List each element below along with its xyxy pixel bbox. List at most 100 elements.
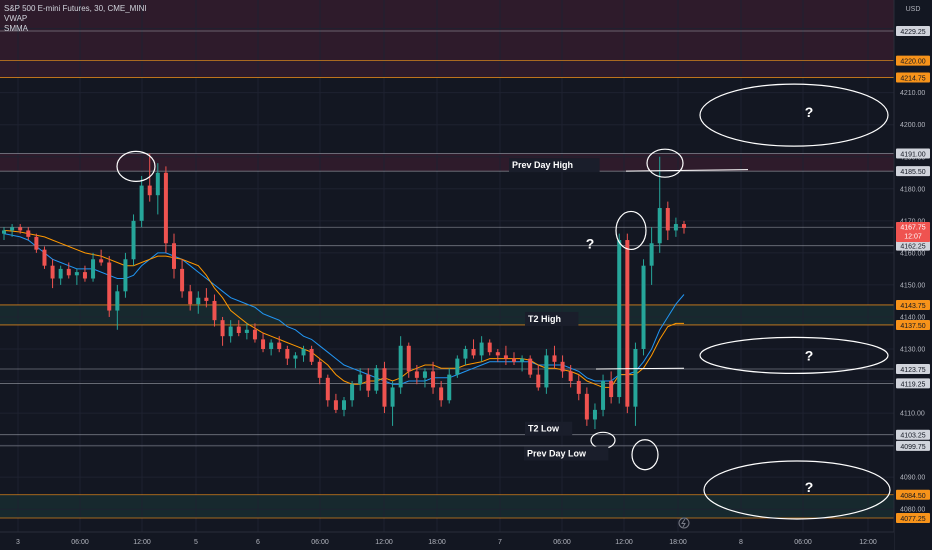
level-price-badge[interactable] bbox=[896, 429, 930, 440]
candle-body[interactable] bbox=[479, 342, 484, 356]
candle-body[interactable] bbox=[382, 368, 387, 407]
candle-body[interactable] bbox=[115, 291, 120, 311]
candle-body[interactable] bbox=[431, 371, 436, 388]
candle-body[interactable] bbox=[358, 374, 363, 385]
candle-body[interactable] bbox=[244, 329, 249, 333]
candle-body[interactable] bbox=[503, 355, 508, 359]
level-price-badge[interactable] bbox=[896, 513, 930, 523]
candle-body[interactable] bbox=[528, 358, 533, 375]
candle-body[interactable] bbox=[406, 345, 411, 372]
candle-body[interactable] bbox=[390, 387, 395, 407]
candle-body[interactable] bbox=[455, 358, 460, 375]
candle-body[interactable] bbox=[139, 185, 144, 221]
candle-body[interactable] bbox=[584, 393, 589, 420]
level-price-badge[interactable] bbox=[896, 166, 930, 177]
candle-body[interactable] bbox=[333, 400, 338, 410]
candle-body[interactable] bbox=[617, 240, 622, 398]
candle-body[interactable] bbox=[682, 224, 686, 229]
candle-body[interactable] bbox=[236, 326, 241, 333]
candle-body[interactable] bbox=[576, 381, 581, 394]
candle-body[interactable] bbox=[42, 249, 47, 266]
candle-body[interactable] bbox=[374, 368, 379, 391]
candle-body[interactable] bbox=[147, 185, 152, 196]
level-price-badge[interactable] bbox=[896, 378, 930, 389]
candle-body[interactable] bbox=[50, 265, 55, 279]
candle-body[interactable] bbox=[520, 358, 525, 362]
candle-body[interactable] bbox=[657, 208, 662, 244]
candle-body[interactable] bbox=[204, 297, 209, 301]
candle-body[interactable] bbox=[285, 348, 290, 359]
level-price-badge[interactable] bbox=[896, 72, 930, 83]
candle-body[interactable] bbox=[512, 358, 516, 362]
candle-body[interactable] bbox=[261, 339, 266, 349]
candle-body[interactable] bbox=[91, 259, 96, 279]
candle-body[interactable] bbox=[325, 377, 330, 401]
candle-body[interactable] bbox=[188, 291, 193, 305]
candle-body[interactable] bbox=[422, 371, 427, 378]
candle-body[interactable] bbox=[82, 272, 87, 279]
candle-body[interactable] bbox=[544, 355, 549, 388]
level-price-badge[interactable] bbox=[896, 26, 930, 36]
candle-body[interactable] bbox=[66, 268, 71, 276]
candle-body[interactable] bbox=[463, 348, 468, 359]
vwap-legend[interactable]: VWAP bbox=[4, 14, 28, 23]
candle-body[interactable] bbox=[471, 348, 476, 356]
candle-body[interactable] bbox=[212, 300, 217, 321]
candle-body[interactable] bbox=[309, 348, 314, 362]
highlight-circle[interactable] bbox=[615, 210, 647, 251]
candle-body[interactable] bbox=[269, 342, 274, 349]
candle-body[interactable] bbox=[592, 409, 597, 420]
candle-body[interactable] bbox=[2, 230, 6, 234]
candle-body[interactable] bbox=[560, 361, 565, 372]
candle-body[interactable] bbox=[625, 240, 630, 407]
candle-body[interactable] bbox=[26, 230, 31, 237]
candle-body[interactable] bbox=[107, 262, 112, 311]
candle-body[interactable] bbox=[228, 326, 233, 337]
candle-body[interactable] bbox=[601, 381, 606, 410]
candle-body[interactable] bbox=[252, 329, 257, 340]
lightning-icon[interactable] bbox=[678, 517, 690, 529]
highlight-circle[interactable] bbox=[116, 150, 156, 182]
target-ellipse[interactable] bbox=[699, 336, 889, 374]
candle-body[interactable] bbox=[673, 224, 678, 231]
candle-body[interactable] bbox=[180, 268, 185, 292]
candle-body[interactable] bbox=[495, 352, 500, 356]
candle-body[interactable] bbox=[10, 227, 15, 231]
level-price-badge[interactable] bbox=[896, 299, 930, 310]
level-price-badge[interactable] bbox=[896, 319, 930, 330]
symbol-title[interactable]: S&P 500 E-mini Futures, 30, CME_MINI bbox=[4, 4, 147, 13]
candle-body[interactable] bbox=[641, 265, 646, 349]
candle-body[interactable] bbox=[398, 345, 403, 388]
candle-body[interactable] bbox=[172, 243, 176, 269]
candle-body[interactable] bbox=[277, 342, 282, 349]
candle-body[interactable] bbox=[196, 297, 201, 305]
level-price-badge[interactable] bbox=[896, 364, 930, 375]
candle-body[interactable] bbox=[220, 320, 225, 337]
level-price-badge[interactable] bbox=[896, 489, 930, 500]
candle-body[interactable] bbox=[58, 268, 63, 279]
current-price-badge[interactable] bbox=[896, 222, 930, 243]
level-price-badge[interactable] bbox=[896, 240, 930, 251]
candle-body[interactable] bbox=[665, 208, 670, 231]
candle-body[interactable] bbox=[366, 374, 371, 391]
candle-body[interactable] bbox=[342, 400, 346, 410]
candle-body[interactable] bbox=[414, 371, 419, 378]
candle-body[interactable] bbox=[74, 272, 79, 276]
candle-body[interactable] bbox=[439, 387, 444, 401]
target-ellipse[interactable] bbox=[703, 460, 891, 520]
candle-body[interactable] bbox=[131, 220, 136, 260]
candle-body[interactable] bbox=[34, 236, 39, 250]
candle-body[interactable] bbox=[163, 172, 168, 244]
candle-body[interactable] bbox=[99, 259, 104, 263]
candle-body[interactable] bbox=[552, 355, 557, 362]
level-price-badge[interactable] bbox=[896, 55, 930, 66]
candle-body[interactable] bbox=[609, 381, 614, 398]
highlight-circle[interactable] bbox=[631, 439, 659, 471]
candle-body[interactable] bbox=[155, 172, 160, 196]
candle-body[interactable] bbox=[350, 384, 355, 401]
target-ellipse[interactable] bbox=[699, 83, 889, 147]
highlight-circle[interactable] bbox=[646, 148, 684, 178]
candle-body[interactable] bbox=[649, 243, 654, 266]
smma-legend[interactable]: SMMA bbox=[4, 24, 28, 33]
